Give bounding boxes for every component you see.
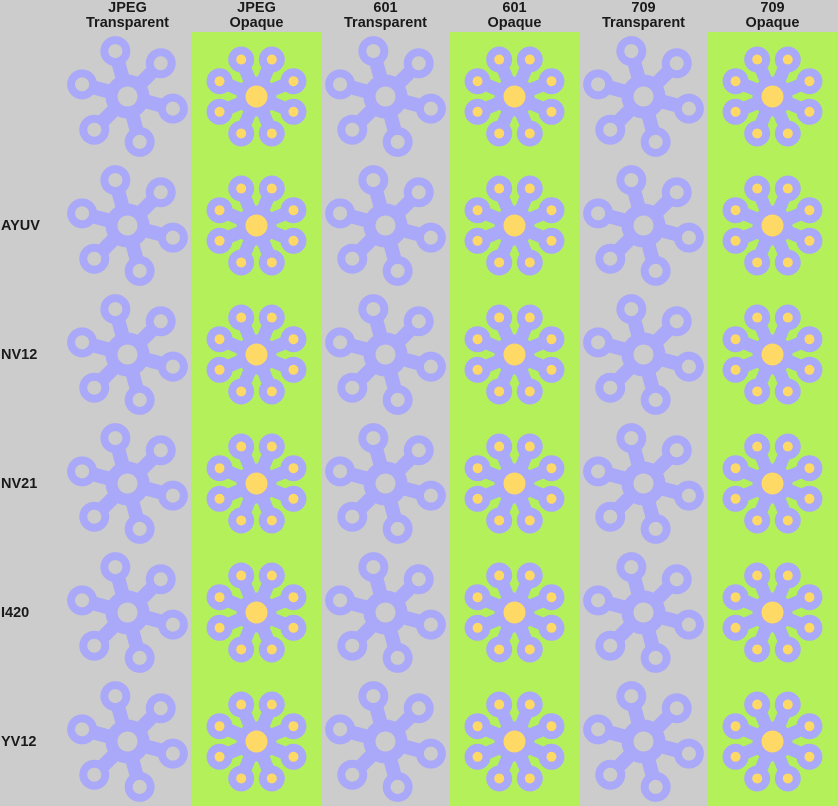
image-cell: [63, 32, 192, 161]
column-header-jpeg-opaque: JPEG Opaque: [192, 0, 321, 32]
flower-icon: [192, 290, 321, 419]
image-cell: [192, 677, 321, 806]
flower-icon: [450, 161, 579, 290]
flower-icon: [67, 423, 188, 544]
flower-icon: [450, 548, 579, 677]
flower-icon: [67, 294, 188, 415]
flower-icon: [67, 36, 188, 157]
flower-icon: [708, 548, 837, 677]
column-header-line1: 601: [502, 0, 527, 16]
column-header-line1: JPEG: [108, 0, 147, 16]
flower-icon: [325, 681, 446, 802]
image-cell: [192, 161, 321, 290]
image-cell: [192, 419, 321, 548]
column-header-line1: 709: [631, 0, 656, 16]
flower-icon: [192, 548, 321, 677]
flower-icon: [67, 165, 188, 286]
image-cell: [321, 677, 450, 806]
image-cell: [63, 677, 192, 806]
image-cell: [579, 161, 708, 290]
flower-icon: [708, 290, 837, 419]
flower-icon: [192, 161, 321, 290]
column-header-601-transparent: 601 Transparent: [321, 0, 450, 32]
image-cell: [450, 290, 579, 419]
flower-icon: [67, 681, 188, 802]
image-cell: [450, 419, 579, 548]
column-header-line1: JPEG: [237, 0, 276, 16]
image-cell: [192, 548, 321, 677]
flower-icon: [583, 552, 704, 673]
row-label-nv12: NV12: [1, 346, 38, 363]
flower-icon: [325, 552, 446, 673]
flower-icon: [708, 32, 837, 161]
flower-icon: [708, 677, 837, 806]
flower-icon: [583, 165, 704, 286]
row-label-yv12: YV12: [1, 733, 37, 750]
image-cell: [579, 290, 708, 419]
column-header-line1: 601: [373, 0, 398, 16]
image-cell: [321, 290, 450, 419]
image-cell: [63, 161, 192, 290]
flower-icon: [450, 677, 579, 806]
image-cell: [63, 548, 192, 677]
column-header-line2: Transparent: [344, 15, 427, 31]
image-cell: [450, 32, 579, 161]
image-cell: [708, 161, 837, 290]
column-header-line1: 709: [760, 0, 785, 16]
image-cell: [708, 548, 837, 677]
image-cell: [708, 419, 837, 548]
flower-icon: [192, 419, 321, 548]
column-header-709-transparent: 709 Transparent: [579, 0, 708, 32]
flower-icon: [583, 423, 704, 544]
flower-icon: [450, 419, 579, 548]
image-cell: [192, 32, 321, 161]
image-cell: [450, 677, 579, 806]
flower-icon: [583, 294, 704, 415]
flower-icon: [325, 423, 446, 544]
image-cell: [63, 419, 192, 548]
flower-icon: [450, 32, 579, 161]
flower-icon: [67, 552, 188, 673]
image-cell: [450, 548, 579, 677]
column-header-line2: Opaque: [487, 15, 542, 31]
flower-icon: [583, 681, 704, 802]
image-cell: [192, 290, 321, 419]
row-label-ayuv: AYUV: [1, 217, 40, 234]
flower-icon: [325, 36, 446, 157]
column-header-line2: Opaque: [745, 15, 800, 31]
column-header-jpeg-transparent: JPEG Transparent: [63, 0, 192, 32]
column-header-line2: Transparent: [86, 15, 169, 31]
image-cell: [63, 290, 192, 419]
image-cell: [708, 677, 837, 806]
column-header-line2: Opaque: [229, 15, 284, 31]
image-cell: [321, 161, 450, 290]
flower-icon: [708, 161, 837, 290]
flower-icon: [583, 36, 704, 157]
image-cell: [321, 548, 450, 677]
column-header-line2: Transparent: [602, 15, 685, 31]
image-cell: [579, 548, 708, 677]
row-label-nv21: NV21: [1, 475, 38, 492]
image-cell: [579, 419, 708, 548]
image-cell: [321, 419, 450, 548]
flower-icon: [192, 32, 321, 161]
row-label-i420: I420: [1, 604, 30, 621]
image-cell: [579, 677, 708, 806]
image-cell: [579, 32, 708, 161]
flower-icon: [325, 294, 446, 415]
column-header-709-opaque: 709 Opaque: [708, 0, 837, 32]
flower-icon: [450, 290, 579, 419]
image-cell: [708, 290, 837, 419]
image-cell: [708, 32, 837, 161]
image-cell: [321, 32, 450, 161]
column-header-601-opaque: 601 Opaque: [450, 0, 579, 32]
flower-icon: [325, 165, 446, 286]
flower-icon: [192, 677, 321, 806]
image-cell: [450, 161, 579, 290]
flower-icon: [708, 419, 837, 548]
